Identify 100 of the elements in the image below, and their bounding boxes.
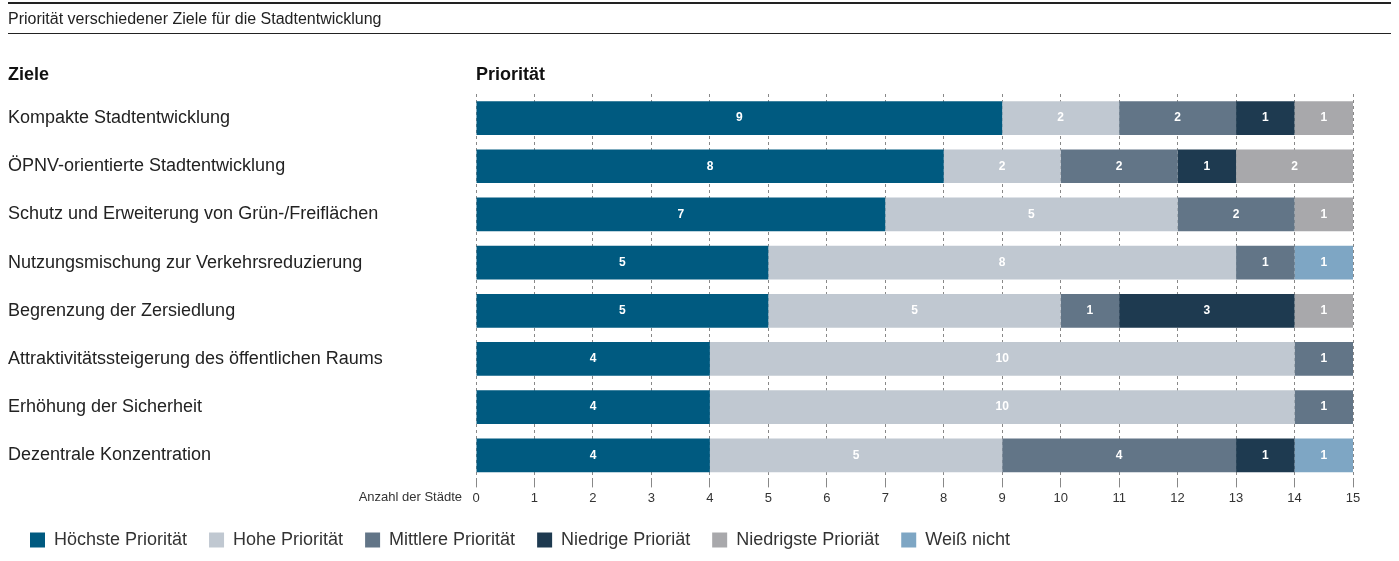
bar [1236, 149, 1353, 184]
bar [885, 197, 1178, 232]
data-label: 1 [1203, 158, 1211, 173]
data-label: 2 [1115, 158, 1123, 173]
bar [476, 342, 710, 376]
bar [1119, 293, 1295, 328]
data-label: 5 [852, 447, 860, 462]
bar [768, 293, 1061, 328]
data-label: 4 [589, 399, 597, 414]
x-tick-label: 7 [881, 489, 889, 505]
bar [709, 342, 1295, 376]
y-tick-label: Schutz und Erweiterung von Grün-/Freiflächen [8, 203, 379, 224]
legend-label: Mittlere Priorität [389, 528, 516, 549]
data-label: 1 [1320, 447, 1328, 462]
bar [476, 101, 1003, 135]
data-label: 2 [1232, 206, 1240, 221]
data-label: 1 [1261, 254, 1269, 269]
x-tick-label: 1 [530, 489, 539, 505]
data-label: 1 [1320, 254, 1328, 269]
x-tick-label: 10 [1053, 489, 1068, 505]
x-tick-label: 15 [1345, 489, 1361, 505]
y-tick-label: Begrenzung der Zersiedlung [8, 299, 236, 320]
bar [1236, 245, 1295, 280]
data-label: 2 [998, 158, 1006, 173]
y-tick-label: ÖPNV-orientierte Stadtentwicklung [8, 155, 286, 176]
bar [709, 390, 1295, 424]
bar [1177, 197, 1295, 232]
bar [1002, 101, 1120, 135]
bar [1294, 342, 1353, 376]
bar [1294, 197, 1353, 232]
bar [1294, 101, 1353, 135]
x-tick-label: 8 [940, 489, 948, 505]
x-tick-label: 4 [706, 489, 714, 505]
bar [943, 149, 1061, 184]
x-tick-label: 12 [1170, 489, 1185, 505]
bar [1177, 149, 1237, 184]
data-label: 8 [706, 158, 714, 173]
y-tick-label: Attraktivitätssteigerung des öffentlichen Raums [8, 347, 383, 368]
x-tick-label: 5 [764, 489, 772, 505]
bar [768, 245, 1237, 280]
bar [476, 197, 886, 232]
bar [1294, 245, 1353, 280]
data-label: 7 [677, 206, 685, 221]
legend-label: Höchste Priorität [54, 528, 188, 549]
data-label: 1 [1261, 447, 1269, 462]
x-tick-label: 13 [1228, 489, 1244, 505]
data-label: 4 [1115, 447, 1123, 462]
y-tick-label: Kompakte Stadtentwicklung [8, 107, 231, 128]
bar [476, 149, 944, 184]
bar [476, 438, 710, 473]
bar [476, 245, 769, 280]
data-label: 10 [995, 399, 1010, 414]
x-tick-label: 6 [823, 489, 831, 505]
x-tick-label: 3 [647, 489, 656, 505]
data-label: 8 [998, 254, 1006, 269]
bar [1294, 390, 1353, 424]
data-label: 1 [1261, 110, 1269, 125]
x-tick-label: 14 [1287, 489, 1302, 505]
data-label: 4 [589, 351, 597, 366]
bar [476, 293, 769, 328]
data-label: 1 [1320, 206, 1328, 221]
data-label: 2 [1291, 158, 1299, 173]
text: Priorität [476, 64, 546, 84]
y-axis-title: Ziele [8, 64, 50, 84]
data-label: 1 [1320, 351, 1328, 366]
bar [1060, 293, 1120, 328]
data-label: 2 [1174, 110, 1182, 125]
y-tick-label: Dezentrale Konzentration [8, 444, 212, 465]
data-label: 4 [589, 447, 597, 462]
bar [1119, 101, 1237, 135]
y-tick-label: Nutzungsmischung zur Verkehrsreduzierung [8, 251, 363, 272]
bar [1236, 438, 1295, 473]
data-label: 5 [1028, 206, 1036, 221]
data-label: 1 [1086, 303, 1094, 318]
data-label: 5 [619, 303, 627, 318]
legend-label: Niedrigste Prioriät [736, 528, 880, 549]
x-tick-label: 2 [589, 489, 597, 505]
y-tick-label: Erhöhung der Sicherheit [8, 396, 203, 417]
x-tick-label: 0 [472, 489, 480, 505]
legend-label: Hohe Priorität [233, 528, 344, 549]
x-axis-title: Anzahl der Städte [358, 489, 462, 505]
data-label: 1 [1320, 303, 1328, 318]
data-label: 10 [995, 351, 1010, 366]
data-label: 3 [1203, 303, 1211, 318]
data-label: 5 [911, 303, 919, 318]
x-tick-label: 11 [1112, 489, 1126, 505]
bar [1236, 101, 1295, 135]
x-tick-label: 9 [998, 489, 1006, 505]
bar [1002, 438, 1237, 473]
bar [476, 390, 710, 424]
bar [1294, 293, 1353, 328]
data-label: 2 [1057, 110, 1065, 125]
legend-label: Niedrige Prioriät [561, 528, 691, 549]
bar [1294, 438, 1353, 473]
data-label: 1 [1320, 399, 1328, 414]
data-label: 5 [619, 254, 627, 269]
text: Priorität verschiedener Ziele für die Stadtentwicklung [8, 2, 1391, 34]
data-label: 9 [736, 110, 744, 125]
data-label: 1 [1320, 110, 1328, 125]
bar [709, 438, 1003, 473]
